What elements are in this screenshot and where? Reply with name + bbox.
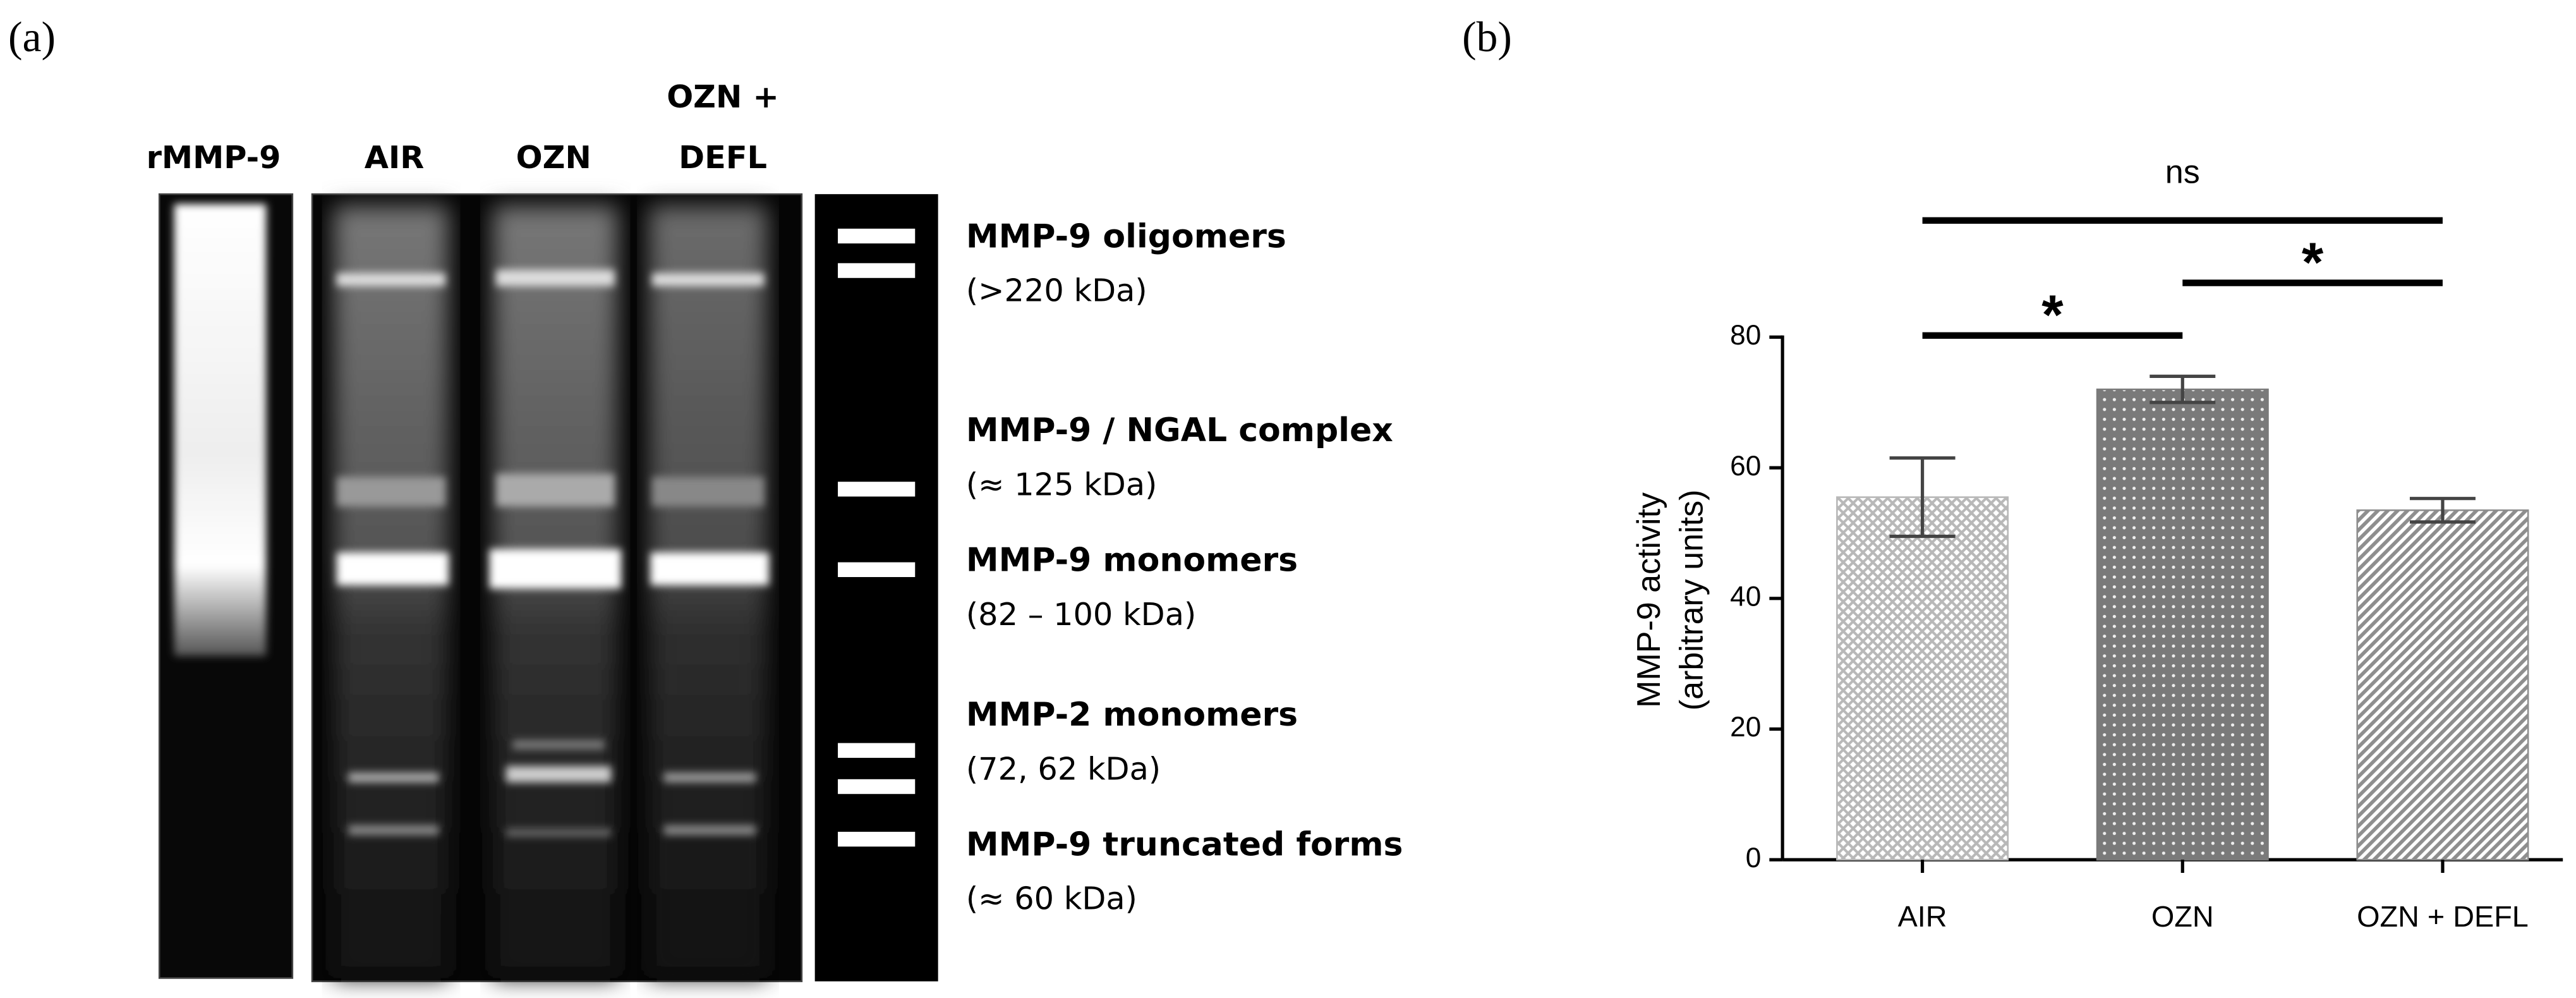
band-name: MMP-9 / NGAL complex xyxy=(966,411,1393,449)
y-tick-label: 20 xyxy=(1730,712,1761,743)
band-name: MMP-9 truncated forms xyxy=(966,825,1403,863)
band-size: (72, 62 kDa) xyxy=(966,750,1161,787)
lane-label: rMMP-9 xyxy=(147,139,281,176)
significance-label: ns xyxy=(2165,154,2200,191)
bar xyxy=(2356,509,2529,861)
y-axis-label-line: (arbitrary units) xyxy=(1673,490,1710,711)
error-bar xyxy=(2409,497,2476,524)
error-bar xyxy=(1889,456,1956,539)
y-tick-label: 0 xyxy=(1746,843,1762,873)
y-tick-label: 40 xyxy=(1730,581,1761,612)
bar xyxy=(2096,388,2269,861)
x-tick-label: AIR xyxy=(1898,900,1947,933)
y-axis-label: MMP-9 activity (arbitrary units) xyxy=(1631,490,1710,711)
y-tick-label: 80 xyxy=(1730,320,1761,351)
error-bar xyxy=(2150,374,2216,405)
band-size: (>220 kDa) xyxy=(966,272,1147,309)
significance-label: * xyxy=(2041,283,2064,346)
band-labels: MMP-9 oligomers (>220 kDa) MMP-9 / NGAL co… xyxy=(966,217,1403,916)
x-tick-label: OZN xyxy=(2151,900,2214,933)
band-size: (≈ 60 kDa) xyxy=(966,880,1137,917)
lane-label: OZN xyxy=(516,139,591,176)
significance-label: * xyxy=(2302,231,2324,293)
lane-label: DEFL xyxy=(679,139,767,176)
x-tick-label: OZN + DEFL xyxy=(2357,900,2529,933)
lane-label: AIR xyxy=(365,139,425,176)
y-tick-label: 60 xyxy=(1730,451,1761,482)
band-size: (82 – 100 kDa) xyxy=(966,596,1196,633)
gel-image xyxy=(158,193,938,982)
band-size: (≈ 125 kDa) xyxy=(966,466,1158,502)
band-name: MMP-9 oligomers xyxy=(966,217,1286,255)
band-name: MMP-9 monomers xyxy=(966,542,1298,580)
panel-label: (b) xyxy=(1462,13,1512,61)
bar xyxy=(1836,496,2009,861)
bar-chart: 0 20 40 60 80 MMP-9 activity (arbitrary units)… xyxy=(1631,154,2563,933)
lane-label: OZN + xyxy=(667,78,779,115)
lane-labels: rMMP-9 AIR OZN OZN + DEFL xyxy=(147,78,779,176)
band-name: MMP-2 monomers xyxy=(966,696,1298,734)
y-axis-label-line: MMP-9 activity xyxy=(1631,492,1667,708)
panel-label: (a) xyxy=(8,13,56,61)
